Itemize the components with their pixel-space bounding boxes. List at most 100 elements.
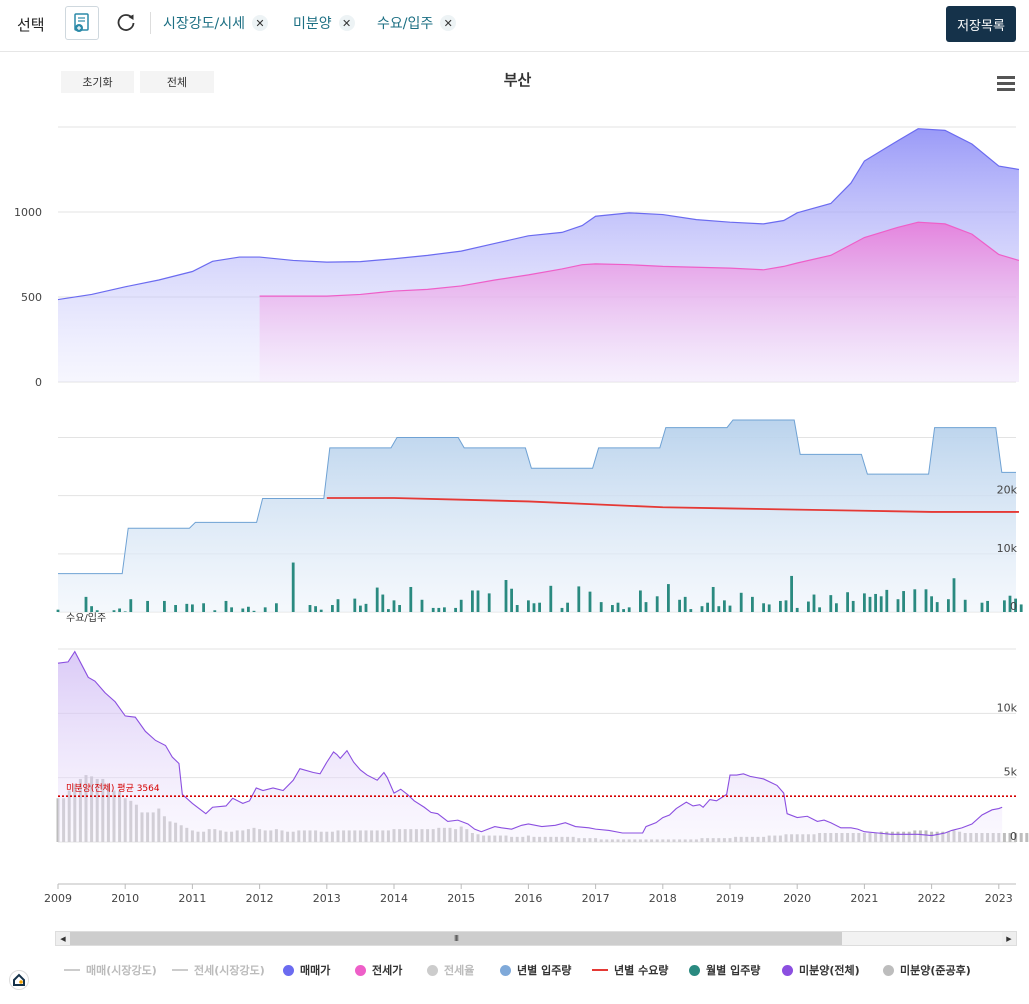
monthly-supply-bar xyxy=(879,596,883,612)
legend-line-marker xyxy=(64,969,80,971)
close-icon[interactable]: ✕ xyxy=(252,15,268,31)
monthly-supply-bar xyxy=(247,606,250,612)
legend-dot-marker xyxy=(883,964,894,976)
close-icon[interactable]: ✕ xyxy=(440,15,457,31)
monthly-supply-bar xyxy=(874,593,877,612)
legend-line-marker xyxy=(592,969,608,971)
monthly-supply-bar xyxy=(644,602,648,612)
select-label: 선택 xyxy=(17,16,45,34)
filter-chip-label: 미분양 xyxy=(293,16,332,32)
monthly-supply-bar xyxy=(146,600,149,612)
monthly-supply-bar xyxy=(588,591,592,612)
monthly-supply-bar xyxy=(723,600,726,612)
completed-unsold-bar xyxy=(1014,832,1018,842)
monthly-supply-bar xyxy=(751,596,754,612)
completed-unsold-bar xyxy=(1002,832,1006,842)
completed-unsold-bar xyxy=(1008,832,1012,842)
monthly-supply-bar xyxy=(885,589,889,612)
legend-label: 매매(시장강도) xyxy=(86,964,157,977)
filter-chip-unsold[interactable]: 미분양 ✕ xyxy=(293,13,355,33)
legend-item[interactable]: 매매(시장강도) xyxy=(64,962,157,978)
legend-item[interactable]: 매매가 xyxy=(283,962,330,978)
legend-item[interactable]: 년별 입주량 xyxy=(500,962,571,978)
legend-dot-marker xyxy=(500,964,511,976)
monthly-supply-bar xyxy=(174,605,177,612)
x-tick-label: 2017 xyxy=(582,892,610,905)
refresh-button[interactable] xyxy=(113,10,139,36)
monthly-supply-bar xyxy=(420,599,424,612)
monthly-supply-bar xyxy=(986,600,989,612)
completed-unsold-bar xyxy=(1019,832,1023,842)
scroll-left-arrow-icon[interactable]: ◀ xyxy=(56,932,70,945)
chart-navigator-scrollbar[interactable]: ◀ III ▶ xyxy=(55,931,1017,946)
monthly-supply-bar xyxy=(95,610,99,612)
legend-item[interactable]: 미분양(준공후) xyxy=(883,962,971,978)
yearly-demand-line xyxy=(326,497,1019,513)
monthly-supply-bar xyxy=(398,605,401,612)
legend-dot-marker xyxy=(283,964,294,976)
monthly-supply-bar xyxy=(252,610,256,612)
scroll-grip: III xyxy=(453,934,459,943)
save-chart-button[interactable] xyxy=(65,6,99,40)
monthly-supply-bar xyxy=(90,606,93,612)
monthly-supply-bar xyxy=(566,602,569,612)
monthly-supply-bar xyxy=(711,586,715,612)
monthly-supply-bar xyxy=(963,599,967,612)
monthly-supply-bar xyxy=(560,607,564,612)
save-chart-icon xyxy=(74,13,89,32)
monthly-supply-bar xyxy=(392,600,396,612)
monthly-supply-bar xyxy=(163,600,166,612)
legend-item[interactable]: 전세율 xyxy=(427,962,474,978)
supply-panel xyxy=(56,419,1023,612)
legend-item[interactable]: 전세가 xyxy=(355,962,402,978)
monthly-supply-bar xyxy=(683,596,687,612)
y-tick-label: 0 xyxy=(1010,830,1017,843)
x-tick-label: 2011 xyxy=(178,892,206,905)
jeonse-price-area xyxy=(259,222,1019,382)
filter-chip-supply[interactable]: 수요/입주 ✕ xyxy=(377,13,457,33)
legend-item[interactable]: 년별 수요량 xyxy=(592,962,668,978)
legend-label: 매매가 xyxy=(300,964,331,977)
legend-item[interactable]: 전세(시장강도) xyxy=(172,962,265,978)
monthly-supply-bar xyxy=(1019,604,1023,612)
legend-dot-marker xyxy=(427,964,438,976)
price-panel xyxy=(57,128,1020,382)
home-icon[interactable] xyxy=(9,970,29,990)
monthly-supply-bar xyxy=(487,593,491,612)
reset-zoom-button[interactable]: 초기화 xyxy=(61,71,134,93)
monthly-supply-bar xyxy=(611,605,614,612)
legend-item[interactable]: 미분양(전체) xyxy=(782,962,860,978)
filter-chip-market[interactable]: 시장강도/시세 ✕ xyxy=(163,13,268,33)
hamburger-menu-icon[interactable] xyxy=(997,76,1015,92)
monthly-supply-bar xyxy=(504,580,508,612)
monthly-supply-bar xyxy=(353,598,357,612)
legend-item[interactable]: 월별 입주량 xyxy=(689,962,760,978)
monthly-supply-bar xyxy=(291,562,295,612)
save-list-button[interactable]: 저장목록 xyxy=(946,6,1016,42)
x-tick-label: 2020 xyxy=(783,892,811,905)
monthly-supply-bar xyxy=(896,599,900,612)
sale-price-line xyxy=(57,128,1020,301)
monthly-supply-bar xyxy=(1014,598,1017,612)
chart-title: 부산 xyxy=(503,71,532,89)
scroll-right-arrow-icon[interactable]: ▶ xyxy=(1002,932,1016,945)
show-all-button[interactable]: 전체 xyxy=(140,71,214,93)
scroll-thumb[interactable]: III xyxy=(70,932,842,945)
monthly-supply-bar xyxy=(202,603,205,612)
monthly-supply-bar xyxy=(717,606,721,612)
monthly-supply-bar xyxy=(185,603,189,612)
monthly-supply-bar xyxy=(314,606,317,612)
close-icon[interactable]: ✕ xyxy=(338,15,355,31)
monthly-supply-bar xyxy=(706,602,709,612)
monthly-supply-bar xyxy=(510,588,513,612)
chart-legend: 매매(시장강도) 전세(시장강도) 매매가 전세가 전세율 년별 입주량 년별 수요량 월별 … xyxy=(0,962,1029,982)
monthly-supply-bar xyxy=(952,578,956,612)
monthly-supply-bar xyxy=(336,599,340,612)
legend-label: 전세율 xyxy=(444,964,475,977)
x-tick-label: 2009 xyxy=(44,892,72,905)
unsold-average-label: 미분양(전체) 평균 3564 xyxy=(66,783,160,794)
monthly-supply-bar xyxy=(784,600,788,612)
legend-label: 전세가 xyxy=(372,964,403,977)
y-tick-label: 500 xyxy=(21,291,42,304)
monthly-supply-bar xyxy=(577,586,581,612)
